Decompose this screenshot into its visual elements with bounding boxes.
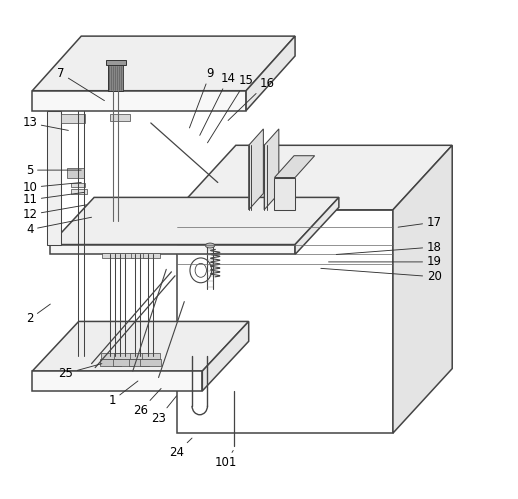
Bar: [128, 359, 149, 366]
Text: 10: 10: [22, 181, 81, 194]
Polygon shape: [32, 321, 249, 371]
Polygon shape: [393, 145, 452, 433]
Bar: [71, 183, 85, 188]
Polygon shape: [50, 245, 295, 254]
Ellipse shape: [206, 243, 214, 248]
Polygon shape: [32, 36, 295, 91]
Bar: [115, 253, 133, 258]
Polygon shape: [50, 198, 339, 245]
Polygon shape: [177, 145, 452, 210]
Text: 7: 7: [57, 67, 105, 101]
Text: 101: 101: [214, 451, 237, 470]
Text: 9: 9: [190, 67, 214, 128]
Polygon shape: [32, 91, 246, 111]
Bar: [140, 359, 161, 366]
Text: 18: 18: [336, 241, 442, 254]
Polygon shape: [203, 321, 249, 391]
Text: 13: 13: [22, 116, 68, 130]
Bar: [108, 65, 123, 91]
Bar: [100, 359, 121, 366]
Bar: [110, 114, 130, 121]
Bar: [106, 60, 125, 65]
Bar: [114, 353, 133, 359]
Polygon shape: [295, 198, 339, 254]
Bar: [67, 168, 84, 178]
Polygon shape: [32, 371, 203, 391]
Bar: [130, 353, 148, 359]
Polygon shape: [275, 156, 314, 178]
Polygon shape: [249, 129, 263, 210]
Text: 19: 19: [328, 255, 442, 268]
Text: 25: 25: [59, 364, 102, 380]
Text: 15: 15: [208, 74, 253, 143]
Bar: [71, 189, 88, 194]
Polygon shape: [275, 178, 295, 210]
Text: 20: 20: [321, 268, 442, 283]
Polygon shape: [47, 111, 61, 245]
Text: 4: 4: [26, 217, 92, 236]
Text: 26: 26: [133, 388, 161, 417]
Bar: [142, 253, 160, 258]
Text: 23: 23: [151, 396, 177, 425]
Text: 24: 24: [169, 438, 192, 460]
Bar: [102, 353, 120, 359]
Bar: [113, 359, 134, 366]
Bar: [61, 114, 85, 123]
Polygon shape: [264, 129, 279, 210]
Text: 2: 2: [26, 304, 50, 325]
Bar: [103, 253, 120, 258]
Text: 11: 11: [22, 193, 84, 207]
Text: 16: 16: [228, 77, 274, 120]
Text: 5: 5: [26, 164, 81, 177]
Text: 1: 1: [108, 381, 138, 407]
Text: 17: 17: [398, 216, 442, 229]
Text: 14: 14: [200, 72, 236, 135]
Bar: [131, 253, 148, 258]
Text: 12: 12: [22, 205, 87, 221]
Bar: [141, 353, 160, 359]
Polygon shape: [246, 36, 295, 111]
